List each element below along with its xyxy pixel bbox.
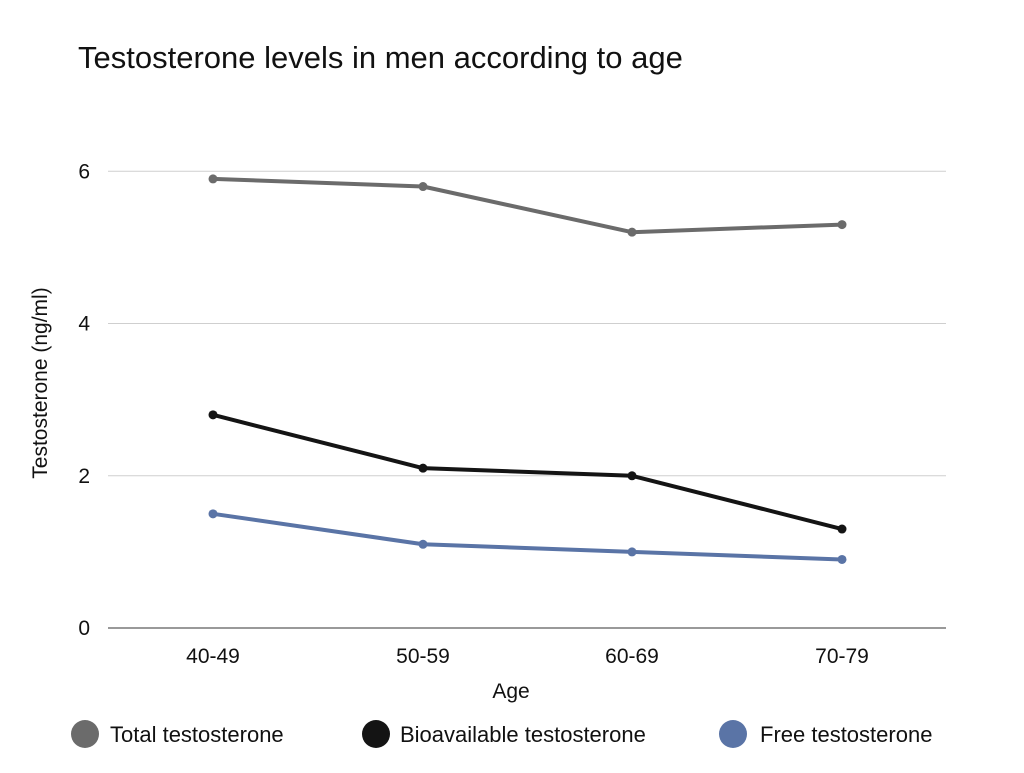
grid-lines	[108, 170, 946, 629]
series-line	[211, 176, 844, 235]
y-tick-label: 0	[78, 617, 90, 640]
y-axis-ticks: 0 2 4 6	[78, 160, 90, 640]
legend-item: Free testosterone	[719, 720, 932, 748]
data-point	[627, 547, 637, 557]
data-point	[837, 554, 847, 564]
series-group	[208, 410, 847, 534]
y-axis-label: Testosterone (ng/ml)	[29, 287, 52, 478]
y-tick-label: 2	[78, 465, 90, 488]
series-line	[211, 511, 844, 562]
data-point	[418, 182, 428, 192]
data-point	[208, 410, 218, 420]
x-tick-label: 70-79	[815, 645, 869, 668]
data-point	[837, 524, 847, 534]
data-point	[418, 463, 428, 473]
y-tick-label: 4	[78, 313, 90, 336]
legend: Total testosterone Bioavailable testoster…	[71, 720, 932, 748]
y-tick-label: 6	[78, 160, 90, 183]
data-point	[627, 471, 637, 481]
x-tick-label: 40-49	[186, 645, 240, 668]
data-point	[418, 539, 428, 549]
legend-label: Bioavailable testosterone	[400, 722, 646, 747]
data-point	[208, 174, 218, 184]
legend-item: Bioavailable testosterone	[362, 720, 646, 748]
data-point	[837, 220, 847, 230]
x-axis-label: Age	[492, 680, 529, 703]
series-group	[208, 509, 847, 564]
legend-label: Free testosterone	[760, 722, 932, 747]
legend-marker	[71, 720, 99, 748]
series-line	[211, 412, 844, 532]
data-point	[627, 227, 637, 237]
chart-title: Testosterone levels in men according to …	[78, 40, 683, 75]
legend-marker	[362, 720, 390, 748]
legend-item: Total testosterone	[71, 720, 284, 748]
series-group	[208, 174, 847, 237]
data-point	[208, 509, 218, 519]
legend-label: Total testosterone	[110, 722, 284, 747]
data-series	[208, 174, 847, 564]
x-tick-label: 60-69	[605, 645, 659, 668]
x-tick-label: 50-59	[396, 645, 450, 668]
legend-marker	[719, 720, 747, 748]
x-axis-ticks: 40-49 50-59 60-69 70-79	[186, 645, 869, 668]
